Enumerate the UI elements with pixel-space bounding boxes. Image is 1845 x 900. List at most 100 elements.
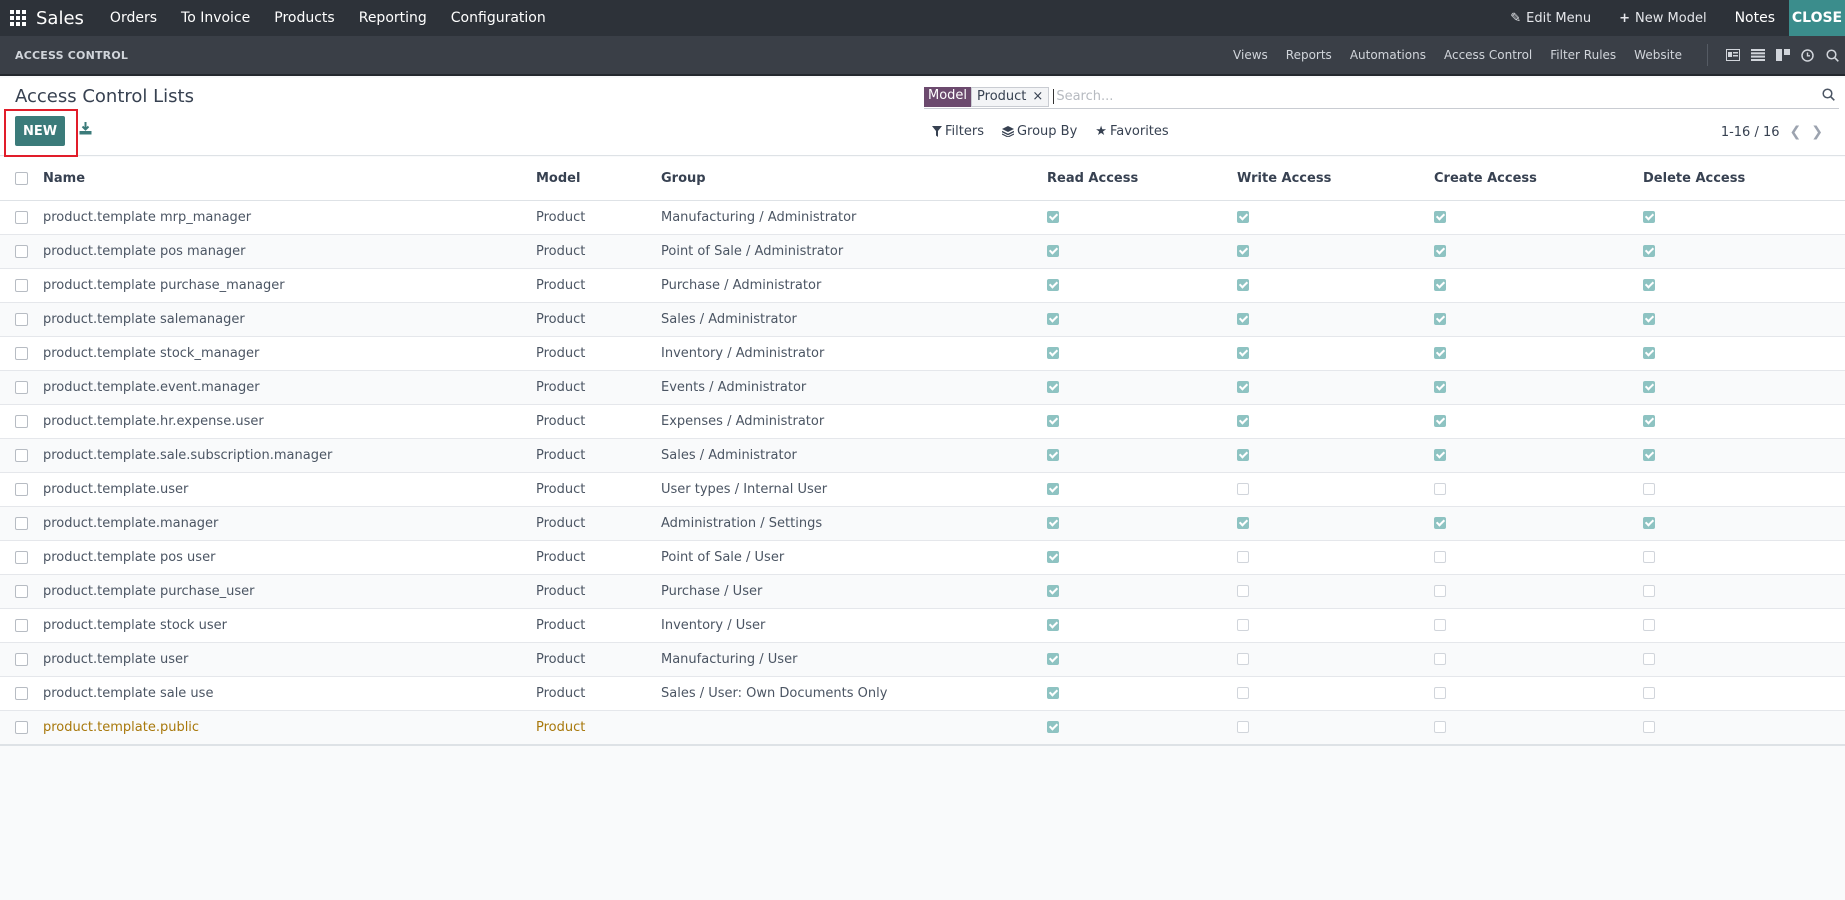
row-select-checkbox[interactable]	[15, 584, 28, 598]
chevron-left-icon[interactable]: ❮	[1789, 124, 1802, 140]
column-header-group[interactable]: Group	[661, 157, 1047, 201]
read-access-checkbox[interactable]	[1047, 551, 1059, 563]
close-button[interactable]: CLOSE	[1789, 0, 1845, 36]
tab-filter-rules[interactable]: Filter Rules	[1550, 48, 1617, 62]
write-access-checkbox[interactable]	[1237, 585, 1249, 597]
create-access-checkbox[interactable]	[1434, 449, 1446, 461]
read-access-checkbox[interactable]	[1047, 721, 1059, 734]
create-access-checkbox[interactable]	[1434, 721, 1446, 734]
write-access-checkbox[interactable]	[1237, 211, 1249, 223]
search-icon[interactable]	[1820, 36, 1845, 74]
delete-access-checkbox[interactable]	[1643, 483, 1655, 495]
table-row[interactable]: product.template.manager Product Administr…	[0, 505, 1845, 540]
delete-access-checkbox[interactable]	[1643, 415, 1655, 427]
favorites-button[interactable]: ★ Favorites	[1095, 124, 1168, 139]
form-view-icon[interactable]	[1720, 36, 1745, 74]
create-access-checkbox[interactable]	[1434, 279, 1446, 291]
row-select-checkbox[interactable]	[15, 482, 28, 496]
nav-products[interactable]: Products	[274, 10, 335, 26]
delete-access-checkbox[interactable]	[1643, 585, 1655, 597]
app-brand[interactable]: Sales	[36, 7, 84, 29]
delete-access-checkbox[interactable]	[1643, 721, 1655, 734]
create-access-checkbox[interactable]	[1434, 415, 1446, 427]
row-select-checkbox[interactable]	[15, 448, 28, 462]
create-access-checkbox[interactable]	[1434, 551, 1446, 563]
facet-remove-icon[interactable]: ×	[1032, 89, 1044, 104]
create-access-checkbox[interactable]	[1434, 245, 1446, 257]
table-row[interactable]: product.template user Product Manufacturin…	[0, 641, 1845, 676]
table-row[interactable]: product.template pos manager Product Point…	[0, 233, 1845, 268]
row-select-checkbox[interactable]	[15, 414, 28, 428]
row-select-checkbox[interactable]	[15, 210, 28, 224]
select-all-checkbox[interactable]	[15, 171, 28, 185]
delete-access-checkbox[interactable]	[1643, 619, 1655, 631]
edit-menu-button[interactable]: ✎ Edit Menu	[1496, 11, 1605, 26]
delete-access-checkbox[interactable]	[1643, 279, 1655, 291]
nav-reporting[interactable]: Reporting	[358, 10, 427, 26]
table-row[interactable]: product.template purchase_user Product Pur…	[0, 573, 1845, 608]
search-submit-icon[interactable]	[1822, 88, 1835, 105]
delete-access-checkbox[interactable]	[1643, 517, 1655, 529]
delete-access-checkbox[interactable]	[1643, 653, 1655, 665]
delete-access-checkbox[interactable]	[1643, 449, 1655, 461]
new-model-button[interactable]: + New Model	[1605, 11, 1720, 26]
table-row[interactable]: product.template.sale.subscription.manag…	[0, 437, 1845, 472]
read-access-checkbox[interactable]	[1047, 619, 1059, 631]
read-access-checkbox[interactable]	[1047, 483, 1059, 495]
write-access-checkbox[interactable]	[1237, 619, 1249, 631]
create-access-checkbox[interactable]	[1434, 619, 1446, 631]
write-access-checkbox[interactable]	[1237, 279, 1249, 291]
table-row[interactable]: product.template stock_manager Product Inv…	[0, 335, 1845, 370]
activity-view-icon[interactable]	[1795, 36, 1820, 74]
search-input[interactable]	[1053, 89, 1754, 104]
nav-orders[interactable]: Orders	[109, 10, 158, 26]
filters-button[interactable]: Filters	[932, 124, 984, 139]
table-row[interactable]: product.template.user Product User types /…	[0, 471, 1845, 506]
read-access-checkbox[interactable]	[1047, 211, 1059, 223]
read-access-checkbox[interactable]	[1047, 415, 1059, 427]
write-access-checkbox[interactable]	[1237, 653, 1249, 665]
tab-access-control[interactable]: Access Control	[1443, 48, 1533, 62]
create-access-checkbox[interactable]	[1434, 585, 1446, 597]
tab-website[interactable]: Website	[1634, 48, 1682, 62]
table-row[interactable]: product.template sale use Product Sales / …	[0, 675, 1845, 710]
column-header-model[interactable]: Model	[536, 157, 661, 201]
table-row[interactable]: product.template pos user Product Point of…	[0, 539, 1845, 574]
row-select-checkbox[interactable]	[15, 312, 28, 326]
table-row[interactable]: product.template.hr.expense.user Product E…	[0, 403, 1845, 438]
write-access-checkbox[interactable]	[1237, 517, 1249, 529]
delete-access-checkbox[interactable]	[1643, 381, 1655, 393]
read-access-checkbox[interactable]	[1047, 653, 1059, 665]
create-access-checkbox[interactable]	[1434, 347, 1446, 359]
table-row[interactable]: product.template mrp_manager Product Manuf…	[0, 200, 1845, 234]
new-button[interactable]: NEW	[15, 116, 65, 146]
list-view-icon[interactable]	[1745, 36, 1770, 74]
row-select-checkbox[interactable]	[15, 686, 28, 700]
delete-access-checkbox[interactable]	[1643, 551, 1655, 563]
row-select-checkbox[interactable]	[15, 652, 28, 666]
tab-automations[interactable]: Automations	[1349, 48, 1426, 62]
column-header-write-access[interactable]: Write Access	[1237, 157, 1434, 201]
nav-configuration[interactable]: Configuration	[450, 10, 546, 26]
notes-button[interactable]: Notes	[1734, 10, 1775, 26]
apps-menu-icon[interactable]	[0, 0, 36, 36]
read-access-checkbox[interactable]	[1047, 347, 1059, 359]
read-access-checkbox[interactable]	[1047, 279, 1059, 291]
write-access-checkbox[interactable]	[1237, 313, 1249, 325]
read-access-checkbox[interactable]	[1047, 449, 1059, 461]
write-access-checkbox[interactable]	[1237, 245, 1249, 257]
kanban-view-icon[interactable]	[1770, 36, 1795, 74]
create-access-checkbox[interactable]	[1434, 483, 1446, 495]
create-access-checkbox[interactable]	[1434, 211, 1446, 223]
row-select-checkbox[interactable]	[15, 550, 28, 564]
write-access-checkbox[interactable]	[1237, 449, 1249, 461]
row-select-checkbox[interactable]	[15, 380, 28, 394]
group-by-button[interactable]: Group By	[1001, 124, 1077, 139]
write-access-checkbox[interactable]	[1237, 551, 1249, 563]
read-access-checkbox[interactable]	[1047, 381, 1059, 393]
row-select-checkbox[interactable]	[15, 516, 28, 530]
column-header-delete-access[interactable]: Delete Access	[1643, 157, 1845, 201]
delete-access-checkbox[interactable]	[1643, 245, 1655, 257]
write-access-checkbox[interactable]	[1237, 415, 1249, 427]
table-row[interactable]: product.template salemanager Product Sales…	[0, 301, 1845, 336]
